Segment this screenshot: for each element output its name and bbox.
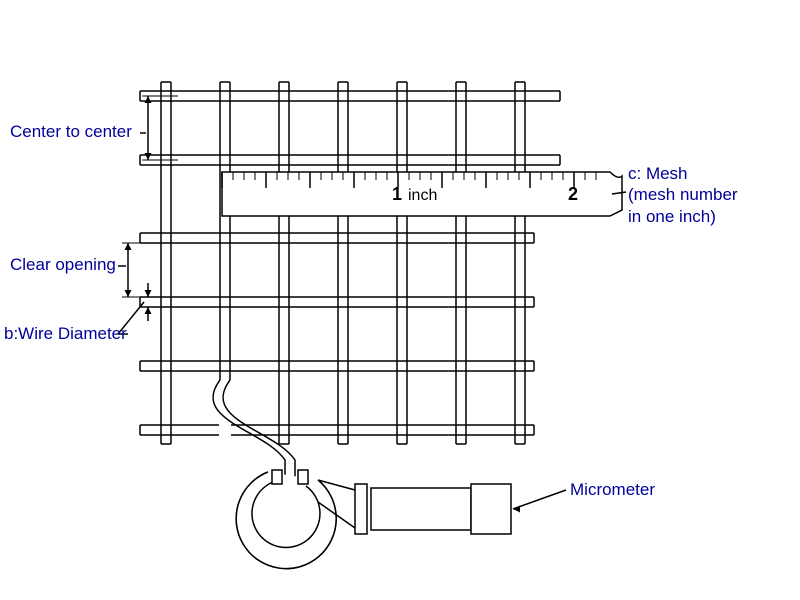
label-micrometer: Micrometer (570, 480, 655, 500)
svg-text:1: 1 (392, 184, 402, 204)
label-center-to-center: Center to center (10, 122, 132, 142)
label-mesh: c: Mesh (mesh number in one inch) (628, 163, 738, 227)
svg-text:inch: inch (408, 187, 437, 204)
label-clear-opening: Clear opening (10, 255, 116, 275)
label-wire-diameter: b:Wire Diameter (4, 324, 127, 344)
svg-text:2: 2 (568, 184, 578, 204)
